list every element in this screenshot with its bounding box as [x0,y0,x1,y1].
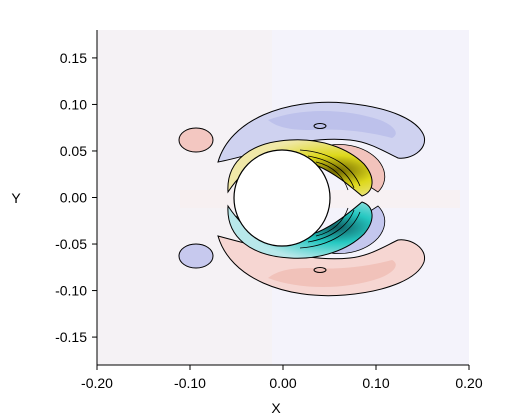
upper-shear-contours [235,149,361,191]
cylinder [233,149,331,247]
x-ticks: -0.20 -0.10 0.00 0.10 0.20 [81,365,483,391]
lower-small-contour [313,267,327,273]
x-tick-label: 0.10 [362,375,389,391]
x-tick-label: 0.20 [455,375,482,391]
y-tick-label: 0.10 [60,96,87,112]
y-axis-label: Y [11,190,21,206]
x-tick-label: -0.10 [174,375,206,391]
upstream-red-vortex [178,127,214,153]
x-axis-label: X [271,400,281,416]
y-tick-label: 0.05 [60,143,87,159]
upper-outer-lobe-core [268,111,396,138]
lower-outer-lobe-core [268,260,396,287]
y-tick-label: 0.15 [60,50,87,66]
contour-field [97,30,460,365]
y-tick-label: -0.10 [55,283,87,299]
y-tick-label: -0.05 [55,236,87,252]
upper-small-contour [313,123,327,129]
y-tick-label: -0.15 [55,329,87,345]
upstream-blue-vortex [178,243,214,269]
x-tick-label: 0.00 [269,375,296,391]
y-tick-label: 0.00 [60,190,87,206]
y-ticks: 0.15 0.10 0.05 0.00 -0.05 -0.10 -0.15 [55,50,97,345]
lower-shear-contours [235,207,361,249]
x-tick-label: -0.20 [81,375,113,391]
